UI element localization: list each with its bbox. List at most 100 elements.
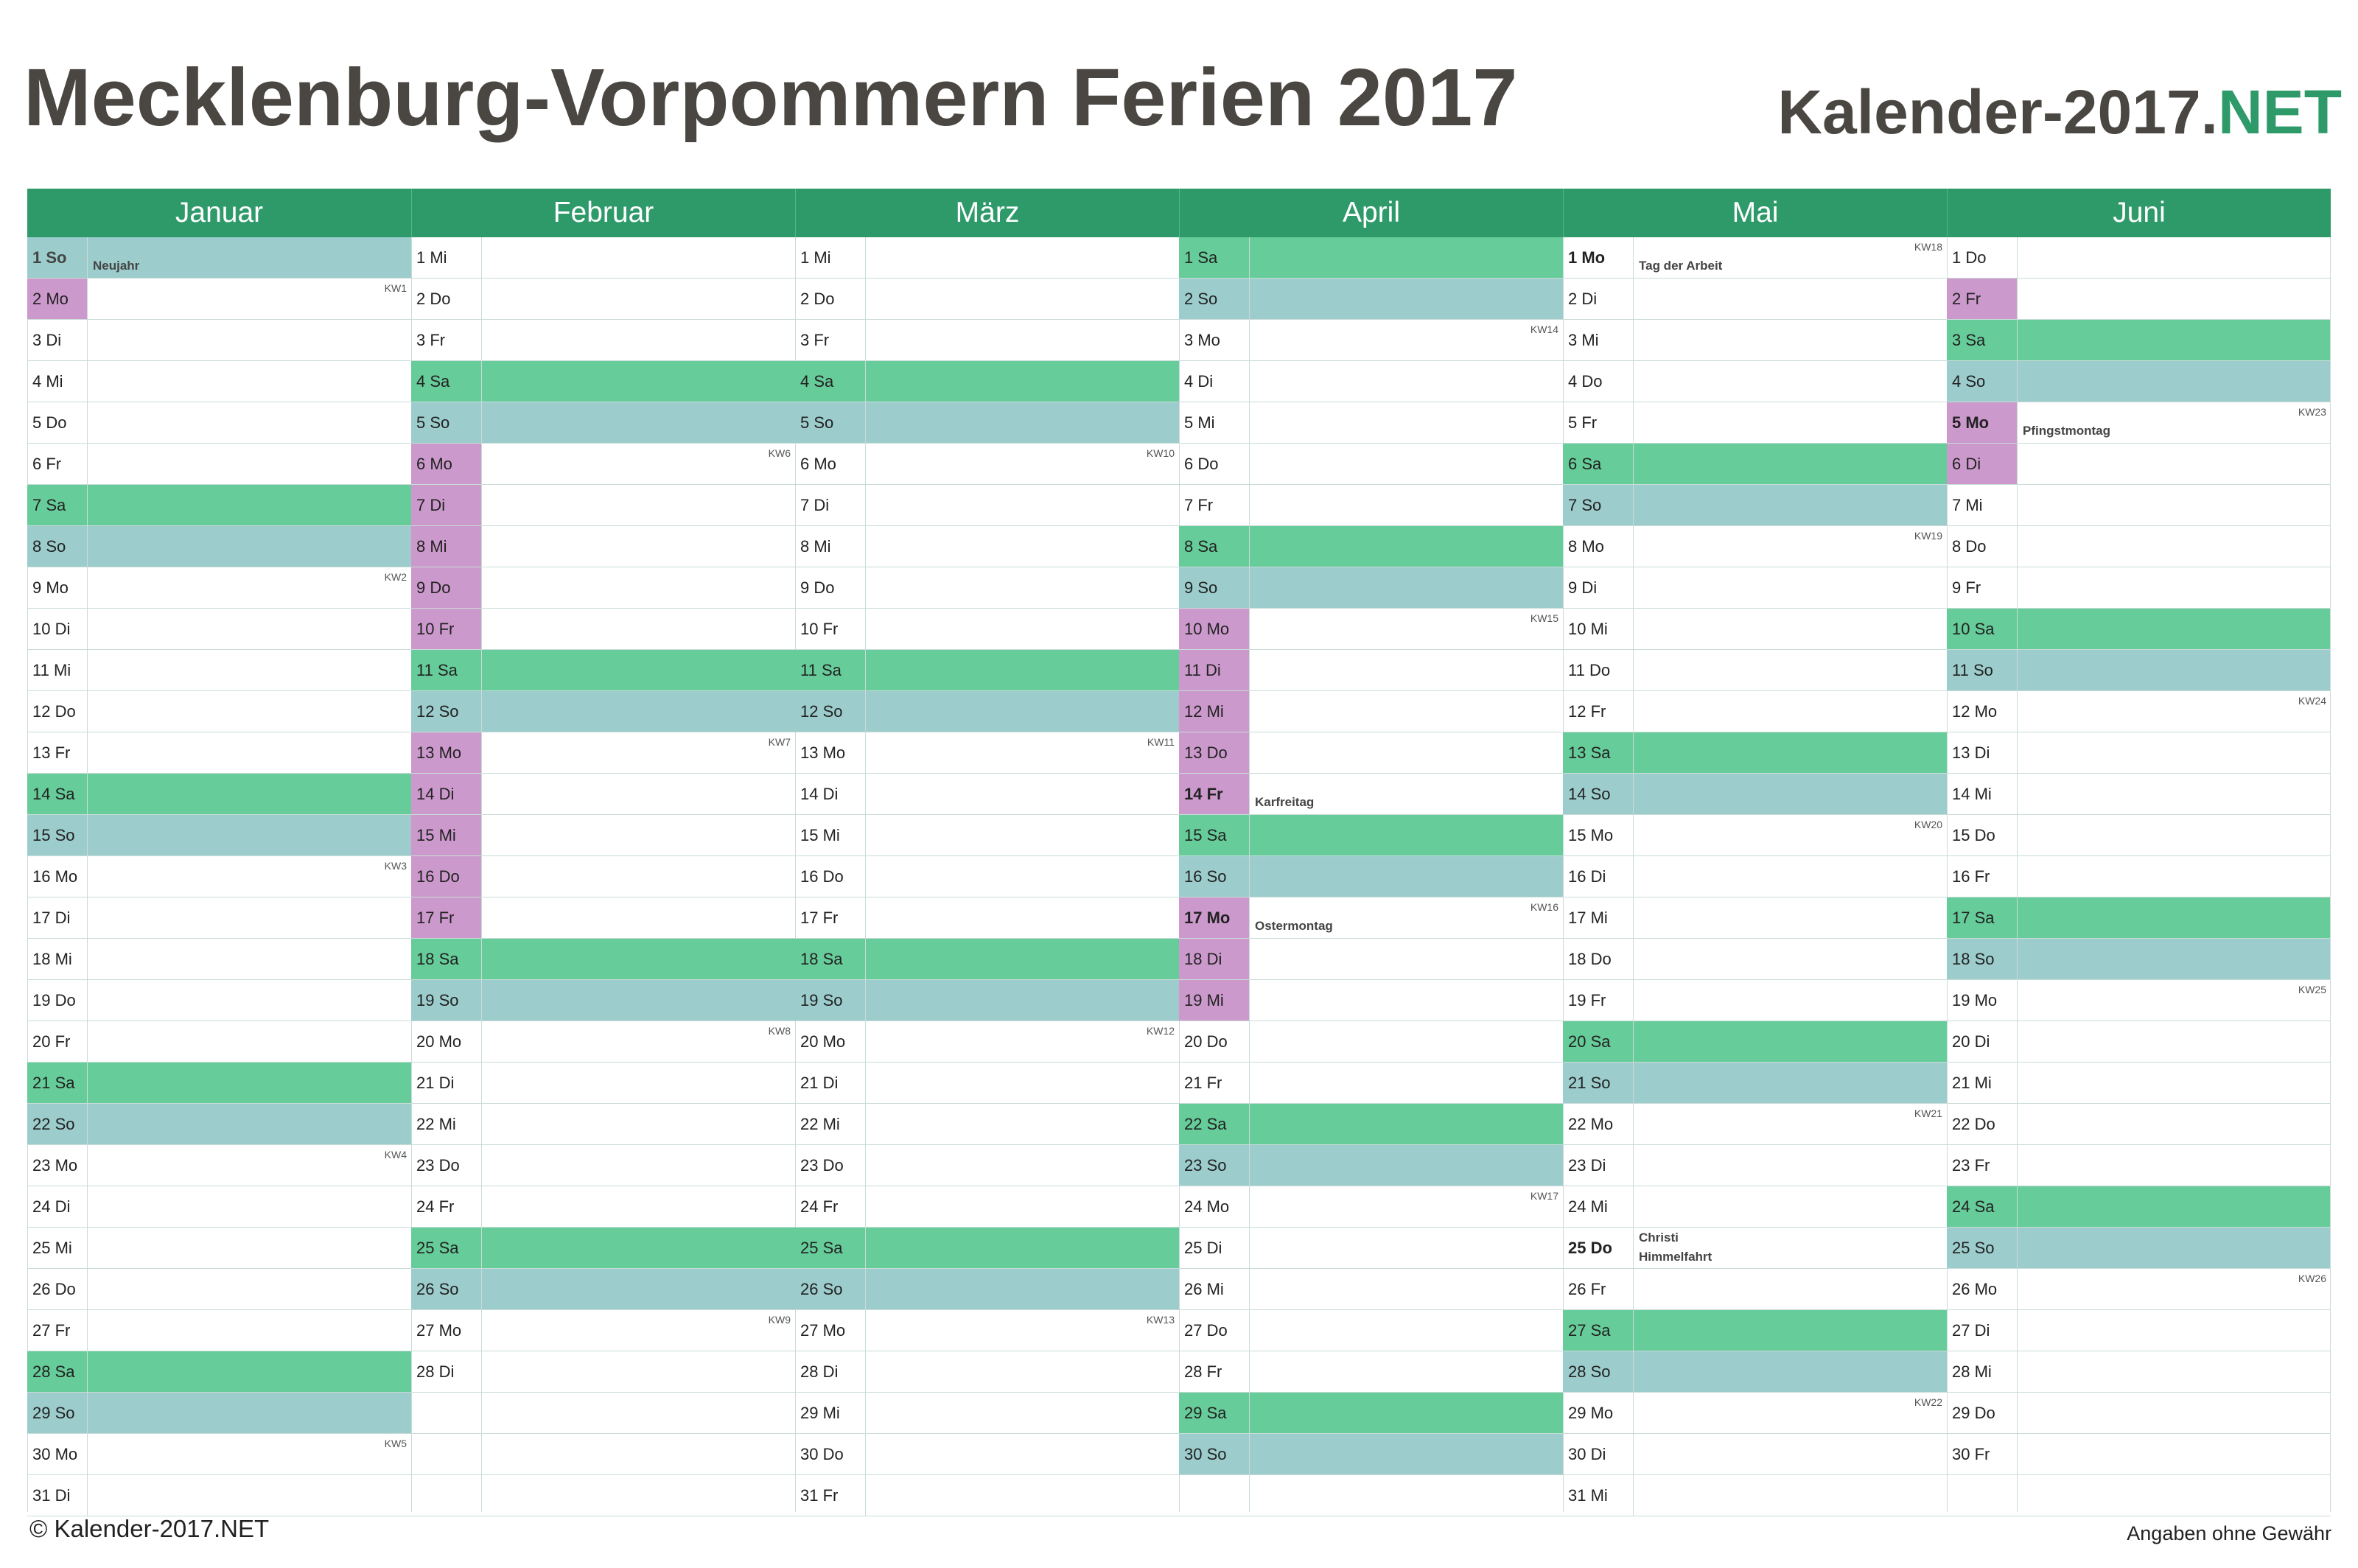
column-border	[795, 237, 796, 1512]
day-content	[1250, 485, 1563, 525]
day-label: 19 Fr	[1563, 980, 1634, 1021]
day-label: 4 Mi	[27, 361, 88, 402]
holiday-note: Neujahr	[93, 259, 140, 273]
day-row: 12 So	[411, 691, 795, 732]
day-row: 1 Mo KW18 Tag der Arbeit	[1563, 237, 1947, 279]
day-label: 2 Do	[795, 279, 866, 319]
day-row: 22 Do	[1947, 1104, 2331, 1145]
day-content	[482, 609, 795, 649]
day-label: 26 Mi	[1179, 1269, 1250, 1309]
empty-day-row	[411, 1393, 795, 1434]
day-content	[1634, 1269, 1947, 1309]
day-label: 23 Do	[411, 1145, 482, 1186]
day-row: 27 Sa	[1563, 1310, 1947, 1351]
day-label: 7 Fr	[1179, 485, 1250, 525]
day-row: 18 Sa	[411, 939, 795, 980]
day-row: 14 So	[1563, 774, 1947, 815]
day-content	[2018, 485, 2331, 525]
day-content	[866, 1228, 1179, 1268]
day-label: 15 Mo	[1563, 815, 1634, 855]
week-number: KW26	[2298, 1273, 2326, 1284]
month-header: April	[1179, 189, 1563, 237]
day-content	[482, 361, 795, 402]
day-content: KW10	[866, 444, 1179, 484]
day-content	[88, 1063, 411, 1103]
day-row: 27 Do	[1179, 1310, 1563, 1351]
day-row: 31 Di	[27, 1475, 411, 1516]
day-content	[88, 526, 411, 567]
day-label: 15 So	[27, 815, 88, 855]
holiday-note: Tag der Arbeit	[1639, 259, 1723, 273]
day-label: 8 Mi	[795, 526, 866, 567]
day-row: 20 Fr	[27, 1021, 411, 1063]
day-content	[1634, 939, 1947, 979]
day-row: 5 So	[411, 402, 795, 444]
day-content	[866, 939, 1179, 979]
day-label: 5 Do	[27, 402, 88, 443]
day-row: 26 Mo KW26	[1947, 1269, 2331, 1310]
day-row: 11 Sa	[411, 650, 795, 691]
day-row: 13 Fr	[27, 732, 411, 774]
day-content	[866, 320, 1179, 360]
day-label: 8 Do	[1947, 526, 2018, 567]
day-content	[482, 856, 795, 897]
day-label: 18 Mi	[27, 939, 88, 979]
day-label: 23 So	[1179, 1145, 1250, 1186]
day-row: 12 So	[795, 691, 1179, 732]
week-number: KW2	[384, 571, 407, 583]
day-content	[866, 1145, 1179, 1186]
day-row: 22 Mi	[411, 1104, 795, 1145]
day-content	[2018, 567, 2331, 608]
day-row: 27 Fr	[27, 1310, 411, 1351]
day-label: 26 Mo	[1947, 1269, 2018, 1309]
day-row: 12 Do	[27, 691, 411, 732]
day-content: KW13	[866, 1310, 1179, 1351]
day-content	[88, 1021, 411, 1062]
day-label: 30 Do	[795, 1434, 866, 1474]
day-label: 21 So	[1563, 1063, 1634, 1103]
day-content	[1634, 1186, 1947, 1227]
day-content	[1250, 1063, 1563, 1103]
day-row: 3 Fr	[411, 320, 795, 361]
day-row: 23 Fr	[1947, 1145, 2331, 1186]
day-label: 27 Mo	[795, 1310, 866, 1351]
day-label: 22 Do	[1947, 1104, 2018, 1144]
day-content	[88, 1351, 411, 1392]
day-content	[2018, 1063, 2331, 1103]
day-row: 5 Fr	[1563, 402, 1947, 444]
day-label: 5 Mo	[1947, 402, 2018, 443]
day-row: 18 Di	[1179, 939, 1563, 980]
day-content	[482, 774, 795, 814]
week-number: KW19	[1914, 530, 1942, 542]
day-label: 14 Sa	[27, 774, 88, 814]
day-label: 14 So	[1563, 774, 1634, 814]
day-content: KW17	[1250, 1186, 1563, 1227]
day-content	[482, 897, 795, 938]
day-content	[88, 1104, 411, 1144]
day-label: 19 Mo	[1947, 980, 2018, 1021]
day-row: 4 So	[1947, 361, 2331, 402]
day-content	[1250, 1434, 1563, 1474]
day-row: 17 Sa	[1947, 897, 2331, 939]
day-content	[482, 279, 795, 319]
day-row: 17 Mo KW16 Ostermontag	[1179, 897, 1563, 939]
week-number: KW18	[1914, 241, 1942, 253]
day-content: KW5	[88, 1434, 411, 1474]
day-label: 29 Sa	[1179, 1393, 1250, 1433]
day-label: 30 Di	[1563, 1434, 1634, 1474]
day-content	[1634, 897, 1947, 938]
week-number: KW20	[1914, 819, 1942, 830]
day-label: 5 So	[411, 402, 482, 443]
day-content	[2018, 774, 2331, 814]
day-content	[866, 567, 1179, 608]
day-content	[1634, 1475, 1947, 1516]
day-label: 17 Fr	[411, 897, 482, 938]
day-content	[88, 815, 411, 855]
week-number: KW13	[1146, 1314, 1175, 1326]
day-label: 9 Do	[795, 567, 866, 608]
day-row: 7 Di	[795, 485, 1179, 526]
month-header: März	[795, 189, 1179, 237]
day-label: 25 So	[1947, 1228, 2018, 1268]
footer-copyright: © Kalender-2017.NET	[29, 1515, 270, 1542]
day-content	[482, 1269, 795, 1309]
